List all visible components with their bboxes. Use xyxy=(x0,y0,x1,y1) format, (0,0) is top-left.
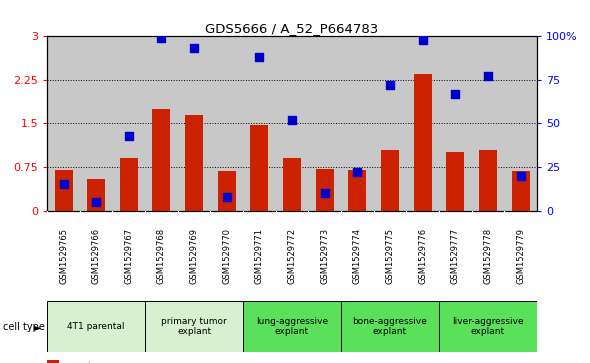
Bar xyxy=(47,301,145,352)
Point xyxy=(385,82,395,88)
Text: 4T1 parental: 4T1 parental xyxy=(67,322,125,331)
Point xyxy=(516,173,525,179)
Bar xyxy=(348,170,366,211)
Bar xyxy=(381,150,399,211)
Point xyxy=(287,117,297,123)
Title: GDS5666 / A_52_P664783: GDS5666 / A_52_P664783 xyxy=(205,22,379,35)
Bar xyxy=(283,158,301,211)
Text: GSM1529765: GSM1529765 xyxy=(59,228,68,284)
Bar xyxy=(80,36,113,211)
Text: GSM1529768: GSM1529768 xyxy=(157,228,166,284)
Text: GSM1529778: GSM1529778 xyxy=(483,228,493,284)
Point xyxy=(124,133,133,139)
Bar xyxy=(407,36,439,211)
Point xyxy=(451,91,460,97)
Bar xyxy=(218,171,236,211)
Bar xyxy=(504,36,537,211)
Text: GSM1529777: GSM1529777 xyxy=(451,228,460,284)
Text: ►: ► xyxy=(34,322,42,332)
Text: primary tumor
explant: primary tumor explant xyxy=(161,317,227,337)
Text: lung-aggressive
explant: lung-aggressive explant xyxy=(256,317,328,337)
Bar xyxy=(152,109,171,211)
Bar xyxy=(47,360,60,363)
Bar xyxy=(479,150,497,211)
Text: GSM1529772: GSM1529772 xyxy=(287,228,297,284)
Point xyxy=(418,37,427,43)
Text: GSM1529776: GSM1529776 xyxy=(418,228,427,284)
Point xyxy=(157,35,166,41)
Bar xyxy=(87,179,105,211)
Bar xyxy=(373,36,407,211)
Bar xyxy=(250,125,268,211)
Text: GSM1529770: GSM1529770 xyxy=(222,228,231,284)
Text: GSM1529767: GSM1529767 xyxy=(124,228,133,284)
Bar xyxy=(54,170,73,211)
Point xyxy=(189,46,199,52)
Text: bone-aggressive
explant: bone-aggressive explant xyxy=(353,317,427,337)
Bar xyxy=(113,36,145,211)
Bar xyxy=(439,36,471,211)
Text: liver-aggressive
explant: liver-aggressive explant xyxy=(452,317,524,337)
Bar xyxy=(446,152,464,211)
Point xyxy=(255,54,264,60)
Text: count: count xyxy=(64,362,92,363)
Bar xyxy=(276,36,309,211)
Bar xyxy=(316,169,334,211)
Bar xyxy=(145,301,243,352)
Text: GSM1529769: GSM1529769 xyxy=(189,228,199,284)
Text: GSM1529774: GSM1529774 xyxy=(353,228,362,284)
Bar xyxy=(185,115,203,211)
Point xyxy=(483,73,493,79)
Text: GSM1529771: GSM1529771 xyxy=(255,228,264,284)
Point xyxy=(222,194,231,200)
Text: cell type: cell type xyxy=(3,322,45,332)
Bar xyxy=(512,171,530,211)
Point xyxy=(59,182,68,187)
Bar xyxy=(47,36,80,211)
Text: GSM1529766: GSM1529766 xyxy=(91,228,101,284)
Bar xyxy=(439,301,537,352)
Bar xyxy=(341,301,439,352)
Bar xyxy=(341,36,373,211)
Point xyxy=(353,169,362,175)
Bar xyxy=(243,301,341,352)
Bar xyxy=(145,36,178,211)
Text: GSM1529773: GSM1529773 xyxy=(320,228,329,284)
Point xyxy=(91,199,101,205)
Bar xyxy=(309,36,341,211)
Text: GSM1529775: GSM1529775 xyxy=(385,228,395,284)
Point xyxy=(320,190,329,196)
Bar xyxy=(211,36,243,211)
Bar xyxy=(414,74,432,211)
Bar xyxy=(243,36,276,211)
Bar xyxy=(120,158,138,211)
Bar xyxy=(178,36,211,211)
Bar xyxy=(471,36,504,211)
Text: GSM1529779: GSM1529779 xyxy=(516,228,525,284)
